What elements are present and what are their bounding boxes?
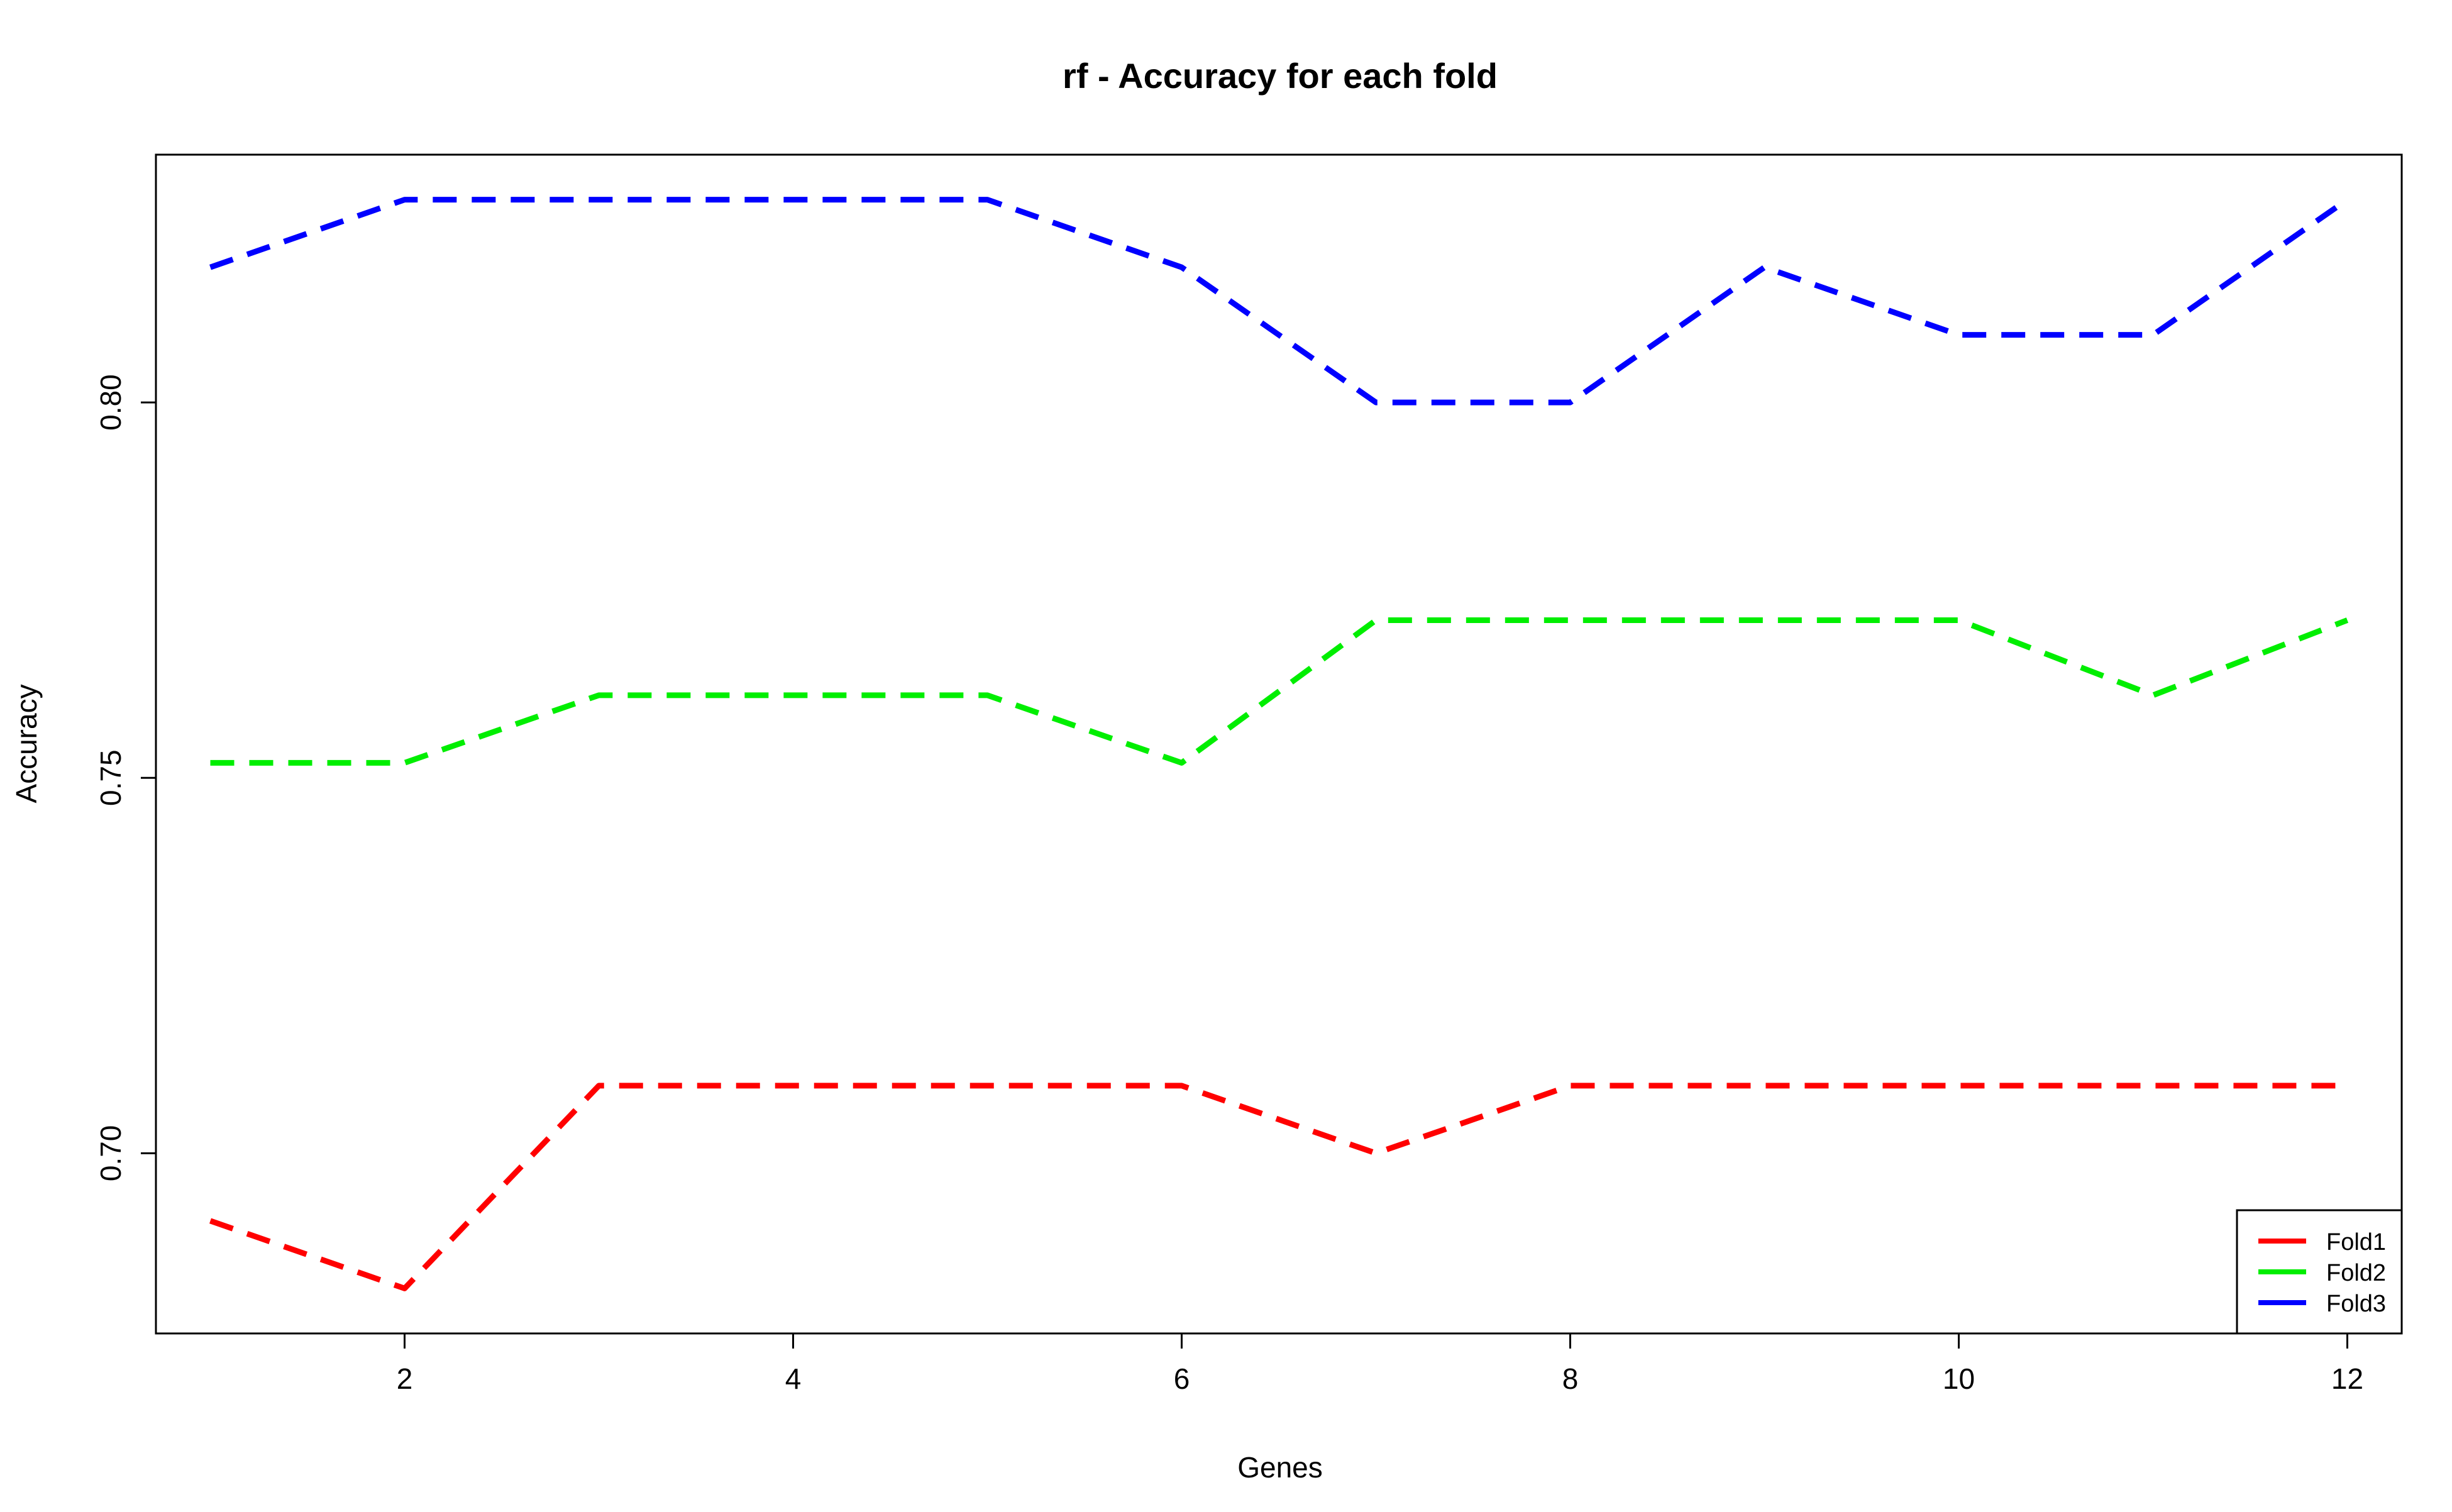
legend-label: Fold2	[2326, 1260, 2386, 1286]
data-point	[1569, 619, 1571, 621]
series-line-fold3	[209, 197, 2350, 406]
legend: Fold1 Fold2 Fold3	[2236, 1209, 2403, 1335]
data-point	[404, 762, 406, 763]
y-axis: 0.70 0.75 0.80	[94, 374, 156, 1181]
data-point	[1181, 267, 1183, 268]
data-point	[404, 199, 406, 201]
x-axis-label: Genes	[1237, 1451, 1323, 1484]
data-point	[210, 267, 211, 268]
x-tick-label: 12	[2331, 1362, 2363, 1395]
legend-box	[2236, 1209, 2403, 1335]
x-tick-label: 2	[397, 1362, 413, 1395]
series-line-fold1	[209, 1083, 2348, 1291]
data-point	[1764, 1085, 1765, 1086]
data-point	[1375, 619, 1376, 621]
data-point	[1958, 1085, 1959, 1086]
series-layer	[209, 197, 2350, 1291]
data-point	[1569, 1085, 1571, 1086]
data-point	[1375, 1152, 1376, 1154]
data-point	[2346, 619, 2348, 621]
data-point	[210, 1220, 211, 1222]
data-point	[1958, 619, 1959, 621]
plot-frame	[155, 153, 2403, 1335]
data-point	[2152, 1085, 2153, 1086]
data-point	[2152, 334, 2153, 336]
data-point	[1375, 402, 1376, 403]
data-point	[210, 762, 211, 763]
data-point	[1569, 402, 1571, 403]
series-line-fold2	[210, 617, 2349, 766]
y-tick-label: 0.70	[94, 1125, 127, 1182]
data-point	[1958, 334, 1959, 336]
x-tick-label: 10	[1943, 1362, 1975, 1395]
data-point	[987, 1085, 988, 1086]
data-point	[987, 695, 988, 696]
data-point	[793, 1085, 794, 1086]
data-point	[1764, 267, 1765, 268]
y-tick-label: 0.80	[94, 374, 127, 431]
data-point	[793, 199, 794, 201]
data-point	[987, 199, 988, 201]
x-tick-label: 6	[1174, 1362, 1190, 1395]
data-point	[1764, 619, 1765, 621]
legend-label: Fold1	[2326, 1229, 2386, 1255]
legend-label: Fold3	[2326, 1291, 2386, 1317]
data-point	[1181, 762, 1183, 763]
x-axis: 2 4 6 8 10 12	[397, 1333, 2363, 1395]
data-point	[2152, 695, 2153, 696]
data-point	[793, 695, 794, 696]
y-tick-label: 0.75	[94, 749, 127, 806]
data-point	[404, 1288, 406, 1289]
data-point	[599, 1085, 600, 1086]
data-point	[599, 695, 600, 696]
data-point	[599, 199, 600, 201]
data-point	[2346, 199, 2348, 201]
y-axis-label: Accuracy	[10, 684, 43, 803]
x-tick-label: 8	[1562, 1362, 1579, 1395]
data-point	[2346, 1085, 2348, 1086]
data-point	[1181, 1085, 1183, 1086]
x-tick-label: 4	[785, 1362, 802, 1395]
chart-title: rf - Accuracy for each fold	[1063, 56, 1498, 96]
